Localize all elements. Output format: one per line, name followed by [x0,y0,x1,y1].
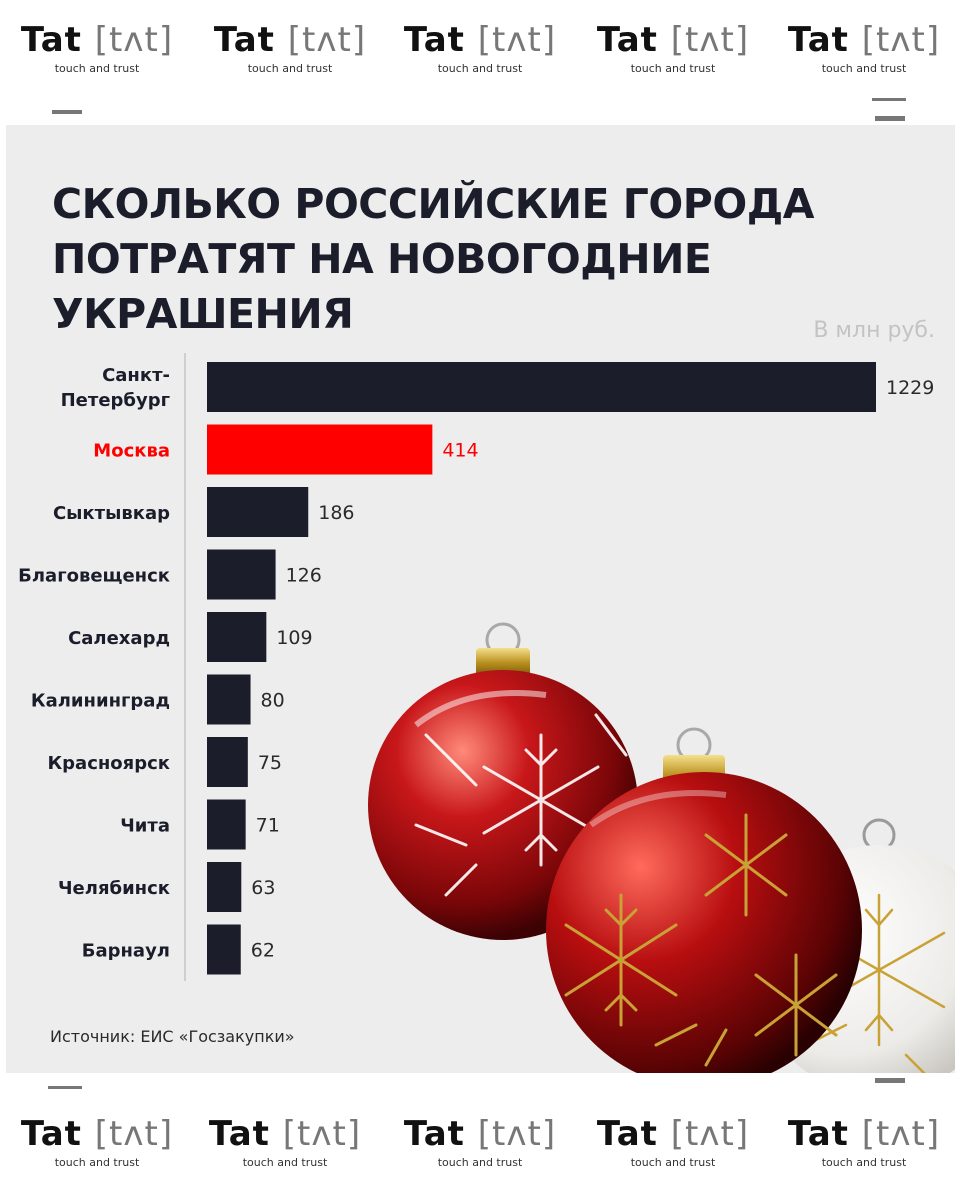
bar [207,487,309,537]
watermark-tagline: touch and trust [242,1156,328,1169]
watermark-brand: Tat [596,20,658,60]
category-label: Салехард [68,628,170,649]
category-label: Благовещенск [18,566,170,587]
category-label: Калининград [31,691,170,712]
bar [207,424,433,475]
watermark-logo-mark: [tʌt] [287,20,367,60]
watermark-tagline: touch and trust [630,1156,716,1169]
watermark-logo-mark: [tʌt] [94,1114,174,1154]
watermark-fragment [875,116,905,121]
watermark-logo: Tat [tʌt] touch and trust [395,18,565,76]
watermark-logo: Tat [tʌt] touch and trust [395,1112,565,1170]
value-label: 1229 [886,377,934,399]
category-label: Сыктывкар [53,503,170,524]
watermark-row-bottom: Tat [tʌt] touch and trust Tat [tʌt] touc… [0,1112,961,1182]
watermark-fragment [52,110,82,114]
watermark-row-top: Tat [tʌt] touch and trust Tat [tʌt] touc… [0,18,961,88]
category-label: Санкт-Петербург [61,365,170,411]
watermark-fragment [875,1078,905,1083]
watermark-logo: Tat [tʌt] touch and trust [588,1112,758,1170]
watermark-logo: Tat [tʌt] touch and trust [588,18,758,76]
watermark-fragment [872,98,906,101]
category-label: Чита [120,816,170,837]
category-label: Красноярск [47,753,170,774]
watermark-fragment [48,1086,82,1089]
watermark-brand: Tat [20,20,82,60]
watermark-logo-mark: [tʌt] [477,20,557,60]
labels-layer: 1229 Санкт-Петербург 414 Москва 186 Сыктывкар… [18,365,934,962]
watermark-tagline: touch and trust [54,62,140,75]
infographic-card: СКОЛЬКО РОССИЙСКИЕ ГОРОДА ПОТРАТЯТ НА НО… [6,125,955,1073]
watermark-logo: Tat [tʌt] touch and trust [779,1112,949,1170]
value-label: 63 [251,877,275,899]
category-label: Москва [93,441,170,462]
source-note: Источник: ЕИС «Госзакупки» [50,1027,295,1046]
bar [207,549,276,600]
watermark-logo-mark: [tʌt] [861,1114,941,1154]
watermark-logo: Tat [tʌt] touch and trust [12,18,182,76]
bar [207,612,267,662]
watermark-tagline: touch and trust [247,62,333,75]
watermark-brand: Tat [403,1114,465,1154]
watermark-tagline: touch and trust [630,62,716,75]
bar [207,674,251,725]
watermark-brand: Tat [787,20,849,60]
watermark-brand: Tat [403,20,465,60]
bar [207,924,241,975]
watermark-tagline: touch and trust [821,1156,907,1169]
watermark-brand: Tat [213,20,275,60]
watermark-brand: Tat [787,1114,849,1154]
watermark-logo: Tat [tʌt] touch and trust [200,1112,370,1170]
value-label: 186 [318,502,354,524]
watermark-brand: Tat [596,1114,658,1154]
watermark-brand: Tat [208,1114,270,1154]
watermark-logo: Tat [tʌt] touch and trust [779,18,949,76]
value-label: 109 [276,627,312,649]
bar [207,862,242,912]
value-label: 414 [442,440,478,462]
bars-layer [207,362,876,975]
watermark-tagline: touch and trust [821,62,907,75]
bar [207,799,246,850]
bar [207,737,248,787]
watermark-logo-mark: [tʌt] [861,20,941,60]
value-label: 62 [251,940,275,962]
bar-chart: 1229 Санкт-Петербург 414 Москва 186 Сыктывкар… [18,362,955,1073]
ornament-red-center [546,727,862,1073]
value-label: 80 [261,690,285,712]
watermark-logo: Tat [tʌt] touch and trust [12,1112,182,1170]
watermark-tagline: touch and trust [54,1156,140,1169]
value-label: 71 [256,815,280,837]
watermark-logo-mark: [tʌt] [282,1114,362,1154]
watermark-logo-mark: [tʌt] [94,20,174,60]
watermark-tagline: touch and trust [437,1156,523,1169]
axis-line [184,353,186,981]
value-label: 75 [258,752,282,774]
watermark-tagline: touch and trust [437,62,523,75]
value-label: 126 [286,565,322,587]
watermark-logo-mark: [tʌt] [477,1114,557,1154]
unit-label: В млн руб. [813,318,935,343]
watermark-logo-mark: [tʌt] [670,20,750,60]
chart-title: СКОЛЬКО РОССИЙСКИЕ ГОРОДА ПОТРАТЯТ НА НО… [52,180,814,338]
category-label: Челябинск [58,878,170,899]
watermark-logo: Tat [tʌt] touch and trust [205,18,375,76]
bar [207,362,876,412]
watermark-logo-mark: [tʌt] [670,1114,750,1154]
category-label: Барнаул [82,941,170,962]
watermark-brand: Tat [20,1114,82,1154]
